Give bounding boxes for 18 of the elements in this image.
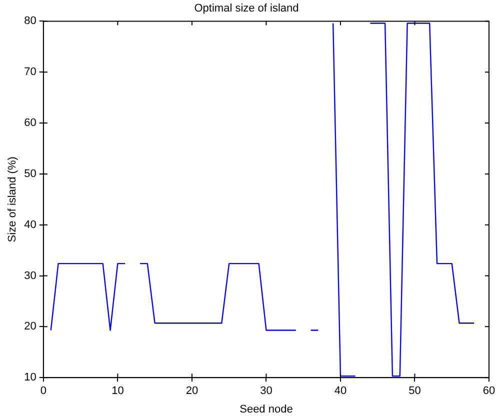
- x-tick-label: 40: [334, 385, 347, 398]
- chart-title: Optimal size of island: [194, 2, 299, 15]
- y-tick-label: 70: [24, 66, 36, 78]
- y-tick-label: 30: [24, 270, 36, 282]
- y-axis-title: Size of island (%): [6, 156, 19, 242]
- y-tick-label: 60: [24, 117, 36, 130]
- x-tick-label: 0: [40, 385, 46, 398]
- x-tick-label: 50: [408, 385, 421, 398]
- x-axis-title: Seed node: [240, 403, 293, 416]
- x-tick-label: 30: [260, 385, 272, 398]
- x-tick-label: 60: [482, 385, 496, 398]
- y-tick-label: 50: [24, 168, 36, 180]
- x-tick-label: 10: [112, 385, 124, 398]
- y-tick-label: 20: [24, 320, 36, 333]
- x-tick-label: 20: [186, 385, 198, 398]
- y-tick-label: 80: [24, 15, 36, 28]
- y-tick-label: 10: [24, 372, 36, 384]
- y-tick-label: 40: [24, 218, 36, 231]
